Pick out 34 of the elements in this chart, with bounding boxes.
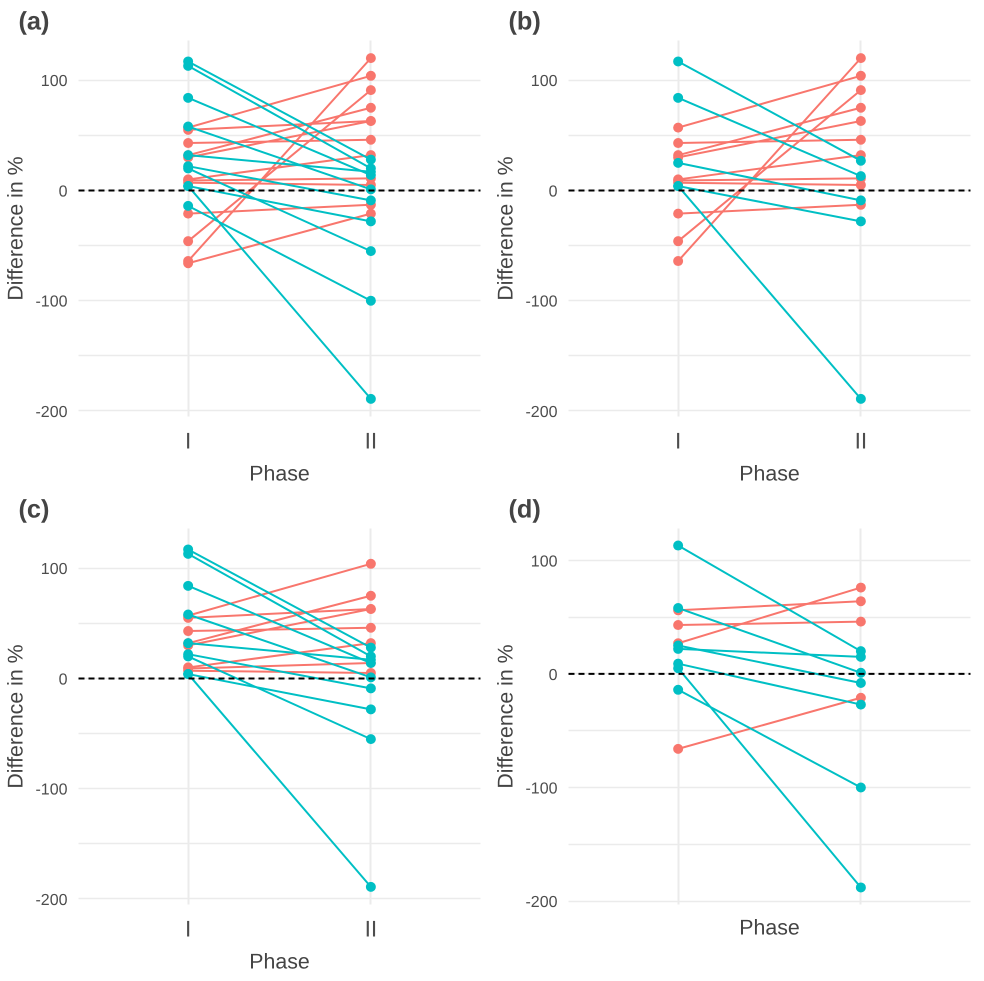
x-tick-label: I xyxy=(674,428,682,454)
chart-title: (c) xyxy=(18,496,50,524)
x-tick-label: I xyxy=(184,916,192,942)
y-tick-label: 100 xyxy=(40,73,68,90)
x-axis-title: Phase xyxy=(249,462,310,486)
y-tick-label: 0 xyxy=(548,666,558,684)
y-tick-label: 0 xyxy=(548,183,558,200)
y-tick-label: 100 xyxy=(40,561,68,578)
y-tick-label: 0 xyxy=(58,183,68,200)
y-tick-label: -100 xyxy=(525,294,558,311)
y-tick-label: -200 xyxy=(35,404,68,421)
x-tick-label: II xyxy=(854,428,868,454)
x-axis-title: Phase xyxy=(739,462,800,486)
x-axis-title: Phase xyxy=(249,950,310,974)
y-axis-title: Difference in % xyxy=(3,644,28,789)
y-tick-label: -100 xyxy=(35,782,68,799)
y-tick-label: 100 xyxy=(530,73,558,90)
x-tick-label: II xyxy=(364,916,378,942)
y-tick-label: -200 xyxy=(525,404,558,421)
y-tick-label: 0 xyxy=(58,671,68,688)
x-tick-label: II xyxy=(364,428,378,454)
chart-title: (a) xyxy=(18,8,50,36)
y-tick-label: 100 xyxy=(530,553,558,570)
y-tick-label: -100 xyxy=(35,294,68,311)
y-axis-title: Difference in % xyxy=(493,156,518,301)
y-tick-label: -200 xyxy=(525,894,558,912)
y-tick-label: -200 xyxy=(35,892,68,909)
y-axis-title: Difference in % xyxy=(3,156,28,301)
chart-title: (b) xyxy=(508,8,541,36)
y-tick-label: -100 xyxy=(525,780,558,798)
y-axis-title: Difference in % xyxy=(493,644,518,789)
chart-title: (d) xyxy=(508,496,541,524)
x-tick-label: I xyxy=(184,428,192,454)
x-axis-title: Phase xyxy=(739,916,800,940)
